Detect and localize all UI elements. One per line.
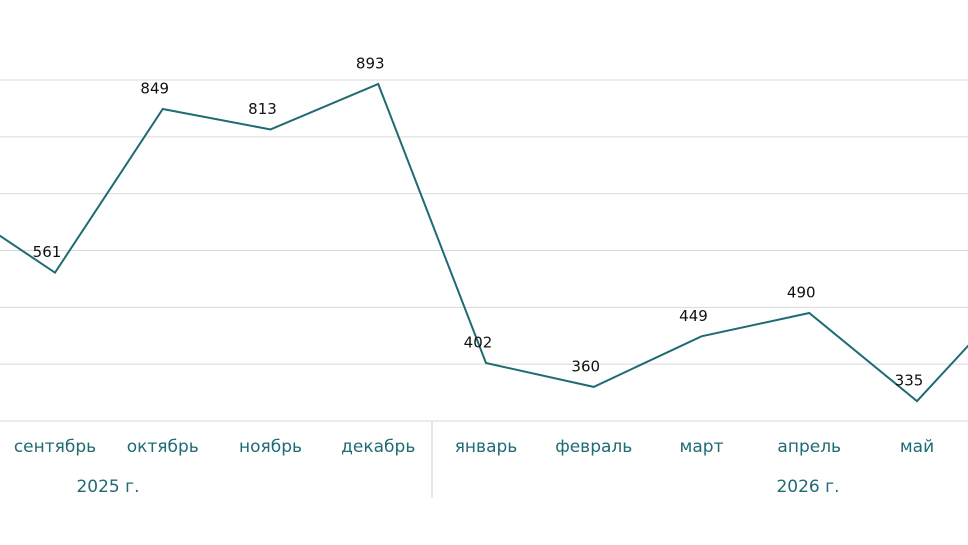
x-tick-label: ноябрь — [239, 437, 302, 457]
x-tick-label: январь — [455, 437, 518, 457]
value-label: 893 — [356, 54, 385, 72]
x-tick-label: сентябрь — [14, 437, 96, 457]
x-tick-label: май — [900, 437, 934, 457]
value-label: 335 — [895, 372, 924, 390]
group-label: 2026 г. — [776, 477, 839, 497]
value-label: 561 — [33, 243, 62, 261]
value-label: 449 — [679, 307, 708, 325]
x-tick-label: апрель — [777, 437, 841, 457]
value-label: 490 — [787, 284, 816, 302]
value-label: 849 — [140, 79, 169, 97]
x-tick-label: октябрь — [127, 437, 199, 457]
group-label: 2025 г. — [76, 477, 139, 497]
value-label: 360 — [571, 357, 600, 375]
x-tick-label: декабрь — [341, 437, 415, 457]
value-label: 813 — [248, 100, 277, 118]
value-label: 402 — [464, 334, 493, 352]
line — [0, 82, 968, 403]
x-tick-label: март — [680, 437, 724, 457]
x-tick-label: февраль — [555, 437, 632, 457]
